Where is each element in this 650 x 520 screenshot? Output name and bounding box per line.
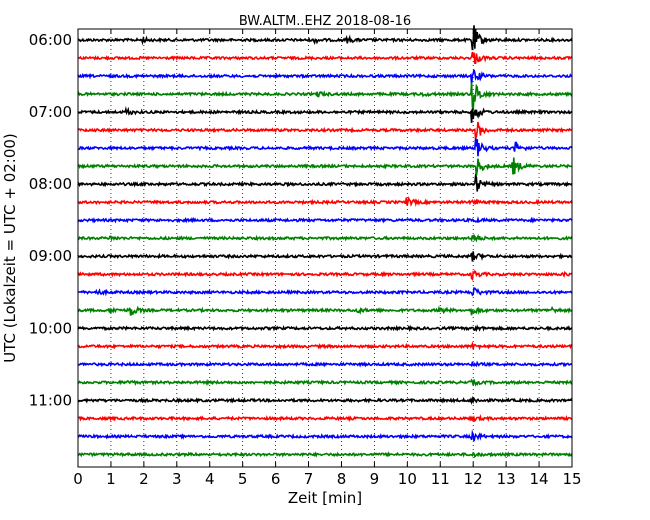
seismic-trace [77,305,573,316]
y-tick-label: 10:00 [29,319,72,337]
x-tick-label: 11 [431,470,450,488]
seismic-trace [78,287,573,297]
seismic-trace [77,395,573,406]
x-tick-label: 4 [205,470,215,488]
x-axis-label: Zeit [min] [288,489,362,507]
seismic-trace [77,121,573,140]
seismic-trace [77,233,573,243]
x-tick-label: 6 [271,470,281,488]
plot-frame [77,28,573,468]
seismic-trace [77,157,572,176]
x-tick-label: 9 [370,470,380,488]
x-tick-label: 0 [73,470,83,488]
seismic-trace [77,413,573,423]
seismic-trace [77,341,573,351]
seismic-trace [77,51,573,65]
seismic-trace [77,138,573,157]
x-tick-label: 14 [530,470,549,488]
x-tick-label: 2 [139,470,149,488]
seismic-trace [77,196,573,207]
x-tick-label: 15 [562,470,581,488]
seismic-trace [77,25,573,51]
x-tick-label: 7 [304,470,314,488]
x-tick-label: 5 [238,470,248,488]
seismic-trace [77,106,573,123]
seismic-trace [77,429,573,442]
chart-title: BW.ALTM..EHZ 2018-08-16 [239,14,411,29]
trace-layer [77,25,573,459]
x-tick-label: 8 [337,470,347,488]
seismic-trace [77,216,573,224]
seismic-trace [77,269,573,281]
seismic-trace [77,451,573,459]
x-tick-label: 3 [172,470,182,488]
seismic-trace [77,378,573,387]
seismic-trace [77,173,573,192]
y-tick-label: 08:00 [29,175,72,193]
seismic-trace [77,82,573,111]
seismic-trace [77,69,573,85]
tick-layer: 0 1 2 3 4 5 6 7 8 9 10 11 12 13 14 1506:0007:0008:0009:… [29,29,582,488]
x-tick-label: 12 [464,470,483,488]
y-tick-label: 11:00 [29,391,72,409]
x-tick-label: 13 [497,470,516,488]
seismic-trace [77,360,573,368]
seismic-trace [77,251,573,262]
y-axis-label: UTC (Lokalzeit = UTC + 02:00) [1,133,19,363]
x-tick-label: 10 [398,470,417,488]
x-tick-label: 1 [106,470,116,488]
y-tick-label: 07:00 [29,103,72,121]
y-tick-label: 06:00 [29,31,72,49]
seismic-trace [77,324,573,333]
y-tick-label: 09:00 [29,247,72,265]
